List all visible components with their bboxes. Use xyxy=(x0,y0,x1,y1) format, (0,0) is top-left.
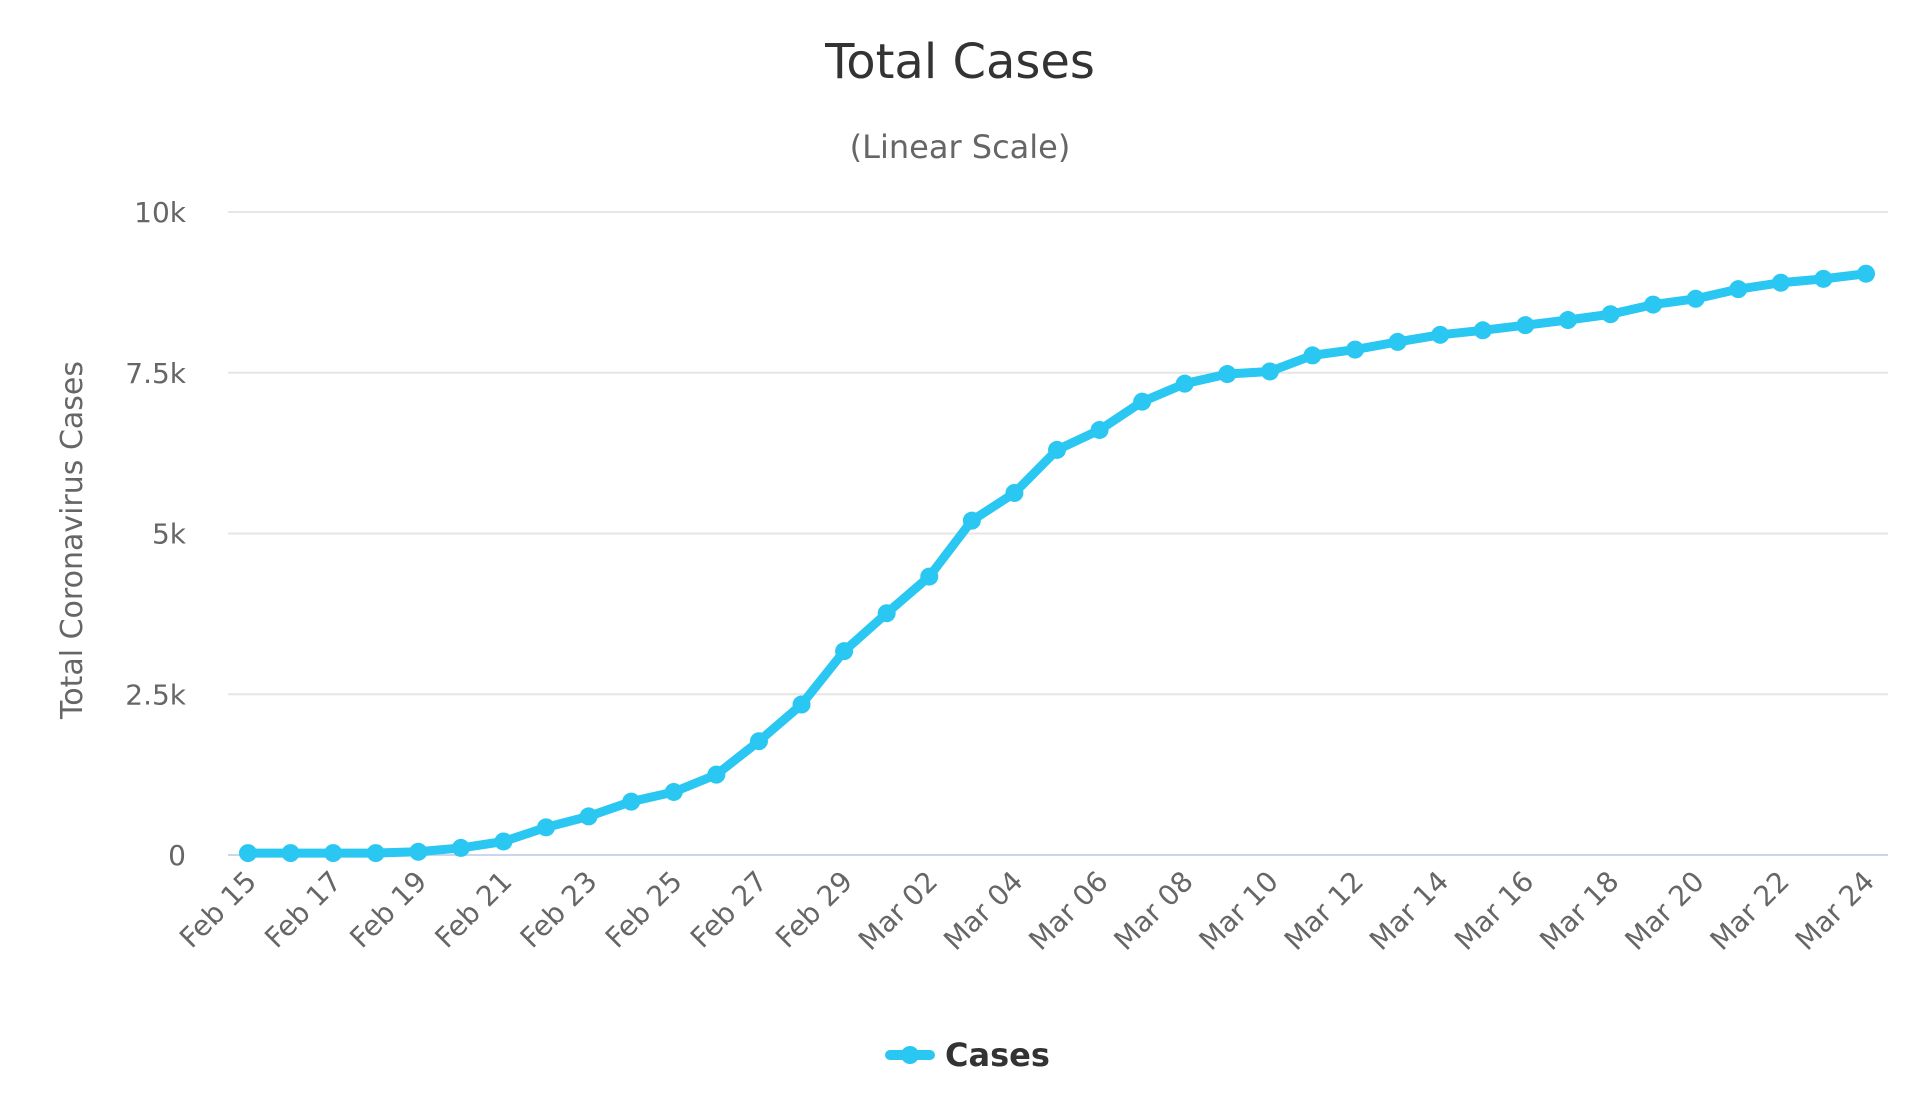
x-tick-label: Feb 27 xyxy=(684,865,774,955)
y-tick-label: 0 xyxy=(168,839,186,872)
data-point[interactable] xyxy=(1473,321,1492,340)
x-tick-label: Mar 14 xyxy=(1363,865,1455,957)
y-tick-label: 5k xyxy=(152,518,187,551)
data-point[interactable] xyxy=(1814,269,1833,288)
legend-swatch-marker xyxy=(901,1046,919,1064)
data-point[interactable] xyxy=(877,604,896,623)
x-tick-label: Mar 02 xyxy=(852,865,944,957)
y-tick-label: 7.5k xyxy=(125,357,187,390)
x-tick-label: Mar 12 xyxy=(1278,865,1370,957)
data-point[interactable] xyxy=(1686,289,1705,308)
data-point[interactable] xyxy=(281,844,300,863)
data-point[interactable] xyxy=(1771,273,1790,292)
data-point[interactable] xyxy=(409,842,428,861)
data-point[interactable] xyxy=(835,642,854,661)
x-tick-label: Feb 19 xyxy=(343,865,433,955)
x-tick-label: Feb 25 xyxy=(599,865,689,955)
chart-title: Total Cases xyxy=(824,34,1095,90)
data-point[interactable] xyxy=(1601,305,1620,324)
x-tick-label: Mar 04 xyxy=(937,865,1029,957)
x-tick-label: Feb 21 xyxy=(429,865,519,955)
x-tick-label: Feb 17 xyxy=(258,865,348,955)
grid-lines xyxy=(228,211,1888,856)
data-point[interactable] xyxy=(239,844,257,863)
data-point[interactable] xyxy=(1218,365,1237,384)
data-point[interactable] xyxy=(324,844,343,863)
x-tick-label: Mar 06 xyxy=(1022,865,1114,957)
x-tick-label: Mar 10 xyxy=(1193,865,1285,957)
y-axis-title: Total Coronavirus Cases xyxy=(55,361,90,720)
x-tick-label: Feb 15 xyxy=(173,865,263,955)
data-point[interactable] xyxy=(366,844,385,863)
y-tick-label: 10k xyxy=(134,196,187,229)
y-tick-label: 2.5k xyxy=(125,678,187,711)
x-tick-label: Feb 29 xyxy=(769,865,859,955)
data-point[interactable] xyxy=(1516,316,1535,335)
data-point[interactable] xyxy=(1260,362,1279,381)
data-point[interactable] xyxy=(1048,440,1066,459)
data-point[interactable] xyxy=(579,807,598,826)
data-point[interactable] xyxy=(1090,420,1109,439)
x-tick-label: Feb 23 xyxy=(514,865,604,955)
data-point[interactable] xyxy=(749,732,768,751)
data-point[interactable] xyxy=(622,792,641,811)
data-point[interactable] xyxy=(1303,346,1322,365)
x-tick-label: Mar 08 xyxy=(1108,865,1200,957)
legend-label-cases: Cases xyxy=(945,1036,1050,1074)
data-point[interactable] xyxy=(451,838,470,857)
data-point[interactable] xyxy=(537,818,556,837)
x-tick-label: Mar 20 xyxy=(1618,865,1710,957)
x-tick-label: Mar 18 xyxy=(1533,865,1625,957)
data-point[interactable] xyxy=(1431,325,1450,344)
data-point[interactable] xyxy=(1005,483,1024,502)
data-point[interactable] xyxy=(962,511,981,530)
data-point[interactable] xyxy=(1644,295,1663,314)
data-point[interactable] xyxy=(1175,374,1194,393)
data-point[interactable] xyxy=(664,782,683,801)
series-cases xyxy=(239,264,1875,863)
legend[interactable]: Cases xyxy=(885,1036,1050,1074)
data-point[interactable] xyxy=(1346,340,1365,359)
data-point[interactable] xyxy=(1729,280,1748,299)
data-point[interactable] xyxy=(792,695,811,714)
data-point[interactable] xyxy=(920,567,939,586)
x-tick-label: Mar 24 xyxy=(1789,865,1881,957)
y-axis-ticks: 0 2.5k 5k 7.5k 10k xyxy=(125,196,187,872)
x-tick-label: Mar 22 xyxy=(1704,865,1796,957)
data-point[interactable] xyxy=(1558,311,1577,330)
data-point[interactable] xyxy=(707,765,726,784)
series-line-cases xyxy=(243,269,1871,858)
data-point[interactable] xyxy=(1857,264,1875,283)
x-tick-label: Mar 16 xyxy=(1448,865,1540,957)
data-point[interactable] xyxy=(1133,392,1152,411)
chart-subtitle: (Linear Scale) xyxy=(850,128,1071,166)
data-point[interactable] xyxy=(1388,332,1407,351)
data-point[interactable] xyxy=(494,832,513,851)
